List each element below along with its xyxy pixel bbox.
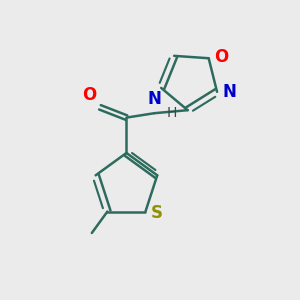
Text: N: N [222, 83, 236, 101]
Text: S: S [151, 204, 163, 222]
Text: O: O [82, 86, 96, 104]
Text: O: O [214, 48, 228, 66]
Text: N: N [148, 90, 161, 108]
Text: H: H [167, 106, 177, 120]
